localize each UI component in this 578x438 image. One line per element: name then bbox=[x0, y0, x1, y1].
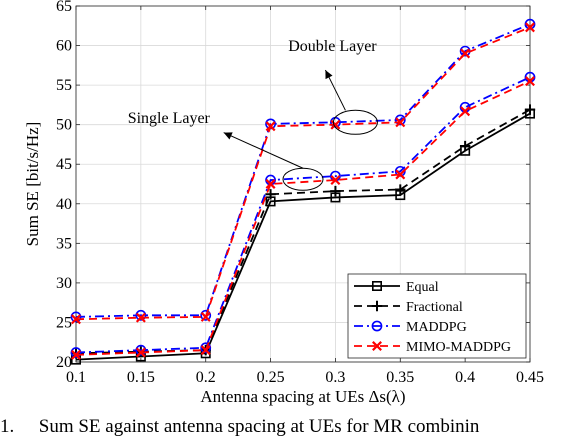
x-tick-label: 0.4 bbox=[455, 369, 475, 386]
caption-number: 1. bbox=[0, 416, 15, 437]
x-tick-label: 0.2 bbox=[196, 369, 216, 386]
data-point bbox=[330, 119, 341, 130]
data-point bbox=[460, 48, 471, 59]
data-point bbox=[200, 345, 211, 356]
legend: Equal Fractional MADDPG MIMO-MADDPG bbox=[347, 273, 527, 359]
single-layer-arrow bbox=[223, 132, 304, 169]
y-tick-label: 25 bbox=[56, 314, 72, 331]
data-point bbox=[330, 185, 341, 197]
data-point bbox=[200, 311, 211, 322]
data-point bbox=[525, 76, 535, 87]
series-mimo-maddpg bbox=[71, 22, 535, 325]
x-tick-label: 0.1 bbox=[66, 369, 86, 386]
y-axis-label: Sum SE [bit/s/Hz] bbox=[23, 122, 42, 247]
legend-marker bbox=[371, 320, 383, 332]
series-line bbox=[75, 23, 531, 318]
data-point bbox=[70, 347, 82, 358]
data-point bbox=[395, 117, 406, 128]
data-point bbox=[525, 22, 535, 33]
data-point bbox=[71, 314, 81, 325]
y-tick-label: 60 bbox=[56, 38, 72, 55]
y-tick-label: 35 bbox=[56, 235, 72, 252]
double-layer-ellipse bbox=[332, 109, 378, 135]
data-point bbox=[265, 189, 276, 200]
data-point bbox=[200, 342, 212, 354]
series-line bbox=[75, 80, 531, 356]
legend-marker bbox=[371, 300, 383, 312]
data-point bbox=[459, 140, 471, 152]
y-tick-label: 20 bbox=[56, 354, 72, 371]
data-point bbox=[200, 309, 212, 321]
legend-entry-label: Fractional bbox=[406, 300, 463, 315]
x-tick-label: 0.3 bbox=[325, 369, 345, 386]
legend-entry-label: MADDPG bbox=[406, 320, 467, 335]
series-line bbox=[75, 26, 531, 321]
data-point bbox=[265, 179, 276, 189]
y-tick-label: 40 bbox=[56, 196, 72, 213]
data-point bbox=[135, 347, 146, 358]
data-point bbox=[135, 309, 147, 321]
data-point bbox=[330, 175, 341, 186]
data-point bbox=[135, 344, 147, 356]
series-line bbox=[75, 108, 531, 355]
y-tick-label: 45 bbox=[56, 156, 72, 173]
legend-marker bbox=[371, 280, 382, 291]
data-point bbox=[135, 312, 146, 323]
data-point bbox=[71, 349, 81, 360]
sum-se-chart: 0.1 0.15 0.2 0.25 0.3 0.35 0.4 0.45 20 25 30 35 40 45… bbox=[23, 0, 544, 406]
figure-caption: 1. Sum SE against antenna spacing at UEs… bbox=[0, 416, 578, 438]
single-layer-arrowhead bbox=[223, 132, 233, 140]
double-layer-series bbox=[70, 18, 536, 325]
data-point bbox=[460, 106, 471, 117]
series-line bbox=[75, 112, 531, 361]
y-tick-label: 50 bbox=[56, 117, 72, 134]
x-tick-label: 0.35 bbox=[386, 369, 414, 386]
axes-frame bbox=[75, 5, 531, 363]
x-axis-label: Antenna spacing at UEs Δs(λ) bbox=[200, 387, 405, 406]
data-point bbox=[394, 114, 406, 126]
x-tick-label: 0.45 bbox=[516, 369, 544, 386]
double-layer-arrowhead bbox=[325, 70, 333, 80]
legend-entry-label: MIMO-MADDPG bbox=[406, 340, 511, 355]
caption-text: Sum SE against antenna spacing at UEs fo… bbox=[38, 416, 480, 437]
series-line bbox=[75, 76, 531, 354]
legend-marker bbox=[372, 341, 382, 351]
x-tick-label: 0.25 bbox=[257, 369, 285, 386]
legend-entry-label: Equal bbox=[406, 280, 439, 295]
data-point bbox=[395, 169, 406, 180]
data-point bbox=[265, 121, 276, 132]
y-tick-label: 65 bbox=[56, 0, 72, 15]
single-layer-series bbox=[70, 71, 536, 365]
series-mimo-maddpg bbox=[71, 76, 535, 360]
double-layer-label: Double Layer bbox=[288, 38, 377, 55]
x-tick-label: 0.15 bbox=[127, 369, 155, 386]
data-point bbox=[70, 311, 82, 323]
single-layer-label: Single Layer bbox=[128, 110, 211, 127]
y-tick-label: 55 bbox=[56, 77, 72, 94]
y-tick-label: 30 bbox=[56, 275, 72, 292]
data-point bbox=[524, 104, 536, 115]
data-point bbox=[395, 184, 406, 195]
